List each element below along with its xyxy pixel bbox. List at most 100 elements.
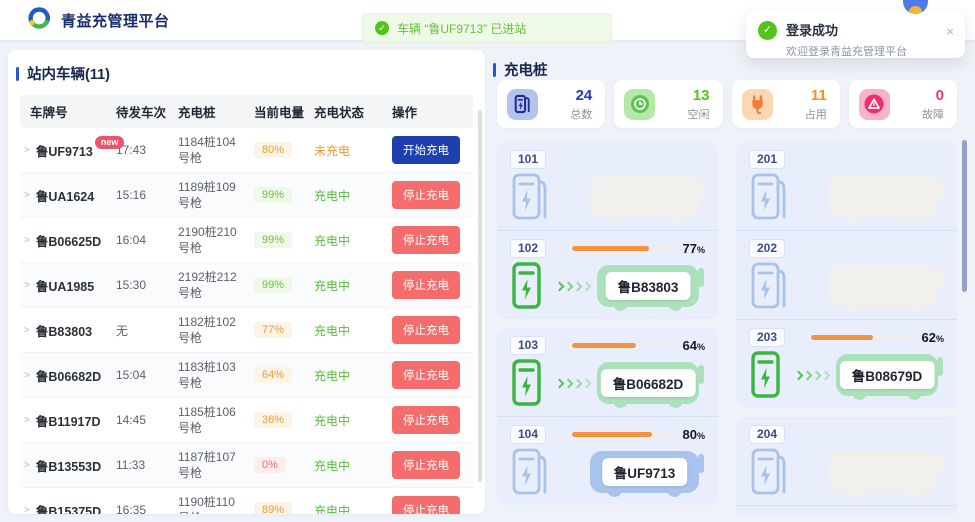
charging-station-icon — [510, 447, 552, 497]
departure-time: 15:16 — [116, 188, 147, 202]
charge-action-button[interactable]: 停止充电 — [392, 316, 460, 344]
user-avatar[interactable] — [903, 0, 928, 14]
bus-icon — [590, 176, 704, 222]
clock-icon — [624, 88, 656, 120]
title-accent-bar — [16, 66, 19, 81]
charge-action-button[interactable]: 停止充电 — [392, 496, 460, 514]
pile-id-badge: 204 — [749, 425, 786, 444]
plate-number: 鲁UA1624 — [35, 189, 95, 204]
success-check-icon: ✓ — [758, 21, 777, 40]
vehicle-arrival-toast: ✓ 车辆 “鲁UF9713” 已进站 — [362, 13, 612, 43]
pile-name: 2190桩210号枪 — [178, 224, 237, 255]
charging-flow-icon — [554, 378, 592, 388]
expand-arrow-icon[interactable]: > — [24, 504, 30, 515]
bus-icon: 鲁B06682D — [597, 362, 704, 408]
pile-card: 201 202 — [736, 142, 957, 408]
expand-arrow-icon[interactable]: > — [24, 369, 30, 381]
charging-station-icon — [749, 261, 791, 311]
bus-icon: 鲁UF9713 — [590, 451, 704, 497]
charge-action-button[interactable]: 开始充电 — [392, 136, 460, 164]
charge-action-button[interactable]: 停止充电 — [392, 226, 460, 254]
stat-free-label: 空闲 — [687, 108, 710, 121]
pile-name: 1190桩110号枪 — [178, 494, 235, 514]
charging-station-icon — [749, 350, 791, 400]
pile-id-badge: 102 — [510, 239, 547, 258]
plate-number: 鲁B83803 — [35, 324, 93, 339]
charge-action-button[interactable]: 停止充电 — [392, 271, 460, 299]
plate-number: 鲁B15375D — [35, 504, 102, 515]
expand-arrow-icon[interactable]: > — [24, 459, 30, 471]
pile-name: 1184桩104号枪 — [178, 134, 236, 165]
pile-slot: 101 — [497, 142, 718, 230]
stat-busy-value: 11 — [810, 86, 827, 104]
pile-grid: 101 102 77% — [497, 142, 957, 514]
table-row: > 鲁UA1624 15:16 1189桩109号枪 99% 充电中 停止充电 — [20, 173, 473, 218]
col-status: 充电状态 — [314, 106, 365, 120]
new-badge: new — [94, 135, 125, 149]
expand-arrow-icon[interactable]: > — [24, 189, 30, 201]
expand-arrow-icon[interactable]: > — [24, 144, 30, 156]
departure-time: 15:30 — [116, 278, 147, 292]
table-row: > 鲁B06625D 16:04 2190桩210号枪 99% 充电中 停止充电 — [20, 218, 473, 263]
pile-name: 1185桩106号枪 — [178, 404, 236, 435]
table-row: > 鲁B11917D 14:45 1185桩106号枪 36% 充电中 停止充电 — [20, 398, 473, 443]
bus-plate: 鲁UF9713 — [601, 458, 688, 486]
expand-arrow-icon[interactable]: > — [24, 234, 30, 246]
charging-flow-icon — [554, 281, 592, 291]
charging-station-icon — [749, 447, 791, 497]
charge-percent: 62% — [921, 330, 944, 345]
close-icon[interactable]: × — [946, 24, 954, 39]
pile-slot: 202 — [736, 230, 957, 319]
charge-status: 未充电 — [314, 143, 351, 158]
pile-name: 1187桩107号枪 — [178, 449, 236, 480]
piles-section-title: 充电桩 — [493, 59, 548, 80]
pile-card: 204 205 — [736, 417, 957, 514]
charge-status: 充电中 — [314, 503, 351, 515]
pile-id-badge: 104 — [510, 425, 547, 444]
battery-badge: 80% — [254, 142, 293, 158]
pile-card: 101 102 77% — [497, 142, 718, 319]
vehicle-table: 车牌号 待发车次 充电桩 当前电量 充电状态 操作 > 鲁UF9713 new … — [20, 95, 473, 514]
pile-panel-scrollbar[interactable] — [962, 140, 967, 292]
departure-time: 17:43 — [116, 143, 147, 157]
stat-fault-value: 0 — [935, 86, 944, 104]
toast-message: 车辆 “鲁UF9713” 已进站 — [397, 21, 527, 36]
pile-slot: 103 64% 鲁B06682D — [497, 328, 718, 416]
departure-time: 14:45 — [116, 413, 147, 427]
charge-progress-bar — [811, 335, 912, 340]
pile-slot: 204 — [736, 417, 957, 505]
bus-icon — [829, 265, 943, 311]
pile-name: 2192桩212号枪 — [178, 269, 237, 300]
charge-action-button[interactable]: 停止充电 — [392, 451, 460, 479]
battery-badge: 64% — [254, 367, 293, 383]
pile-id-badge: 103 — [510, 336, 547, 355]
brand: 青益充管理平台 — [26, 0, 170, 40]
pile-column-left: 101 102 77% — [497, 142, 718, 514]
warning-icon — [858, 88, 890, 120]
charge-action-button[interactable]: 停止充电 — [392, 181, 460, 209]
charge-status: 充电中 — [314, 413, 351, 428]
expand-arrow-icon[interactable]: > — [24, 279, 30, 291]
col-battery: 当前电量 — [254, 106, 305, 120]
table-scrollbar[interactable] — [478, 110, 482, 482]
bus-plate: 鲁B06682D — [600, 369, 696, 397]
charge-progress-bar — [572, 246, 673, 251]
charging-station-icon — [510, 358, 552, 408]
col-pile: 充电桩 — [178, 106, 216, 120]
expand-arrow-icon[interactable]: > — [24, 414, 30, 426]
stat-total-label: 总数 — [570, 108, 593, 121]
departure-time: 15:04 — [116, 368, 147, 382]
charge-action-button[interactable]: 停止充电 — [392, 406, 460, 434]
table-row: > 鲁B13553D 11:33 1187桩107号枪 0% 充电中 停止充电 — [20, 443, 473, 488]
pile-stats: 24 总数 13 空闲 — [497, 80, 957, 128]
stat-total-value: 24 — [575, 86, 593, 104]
expand-arrow-icon[interactable]: > — [24, 324, 30, 336]
plug-icon — [741, 88, 773, 120]
charge-action-button[interactable]: 停止充电 — [392, 361, 460, 389]
pile-id-badge: 203 — [749, 328, 786, 347]
pile-id-badge: 202 — [749, 239, 786, 258]
charging-flow-icon — [793, 370, 831, 380]
stat-card-total: 24 总数 — [497, 80, 606, 128]
pile-slot: 203 62% 鲁B08679D — [736, 319, 957, 408]
pile-name: 1182桩102号枪 — [178, 314, 236, 345]
